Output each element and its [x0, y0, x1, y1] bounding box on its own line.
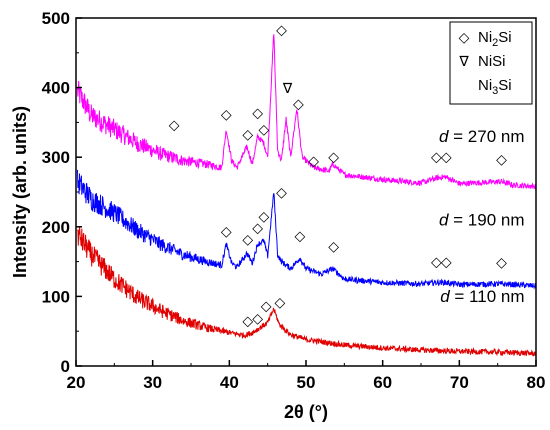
peak-marker: ◇	[293, 96, 304, 112]
legend-entry: Ni3Si	[478, 77, 512, 97]
peak-marker: ◇	[308, 154, 319, 170]
peak-marker: ◇	[252, 311, 263, 327]
series-line-1	[77, 34, 537, 190]
peak-marker: ◇	[252, 220, 263, 236]
peak-marker: ◇	[328, 149, 339, 165]
peak-marker: ∇	[282, 81, 293, 97]
legend: ◇ Ni2Si ∇ NiSi Ni3Si	[449, 21, 533, 105]
series-line-3	[77, 227, 537, 357]
x-tick-label: 50	[297, 373, 316, 392]
marker-layer: ◇◇◇◇◇◇∇◇◇ ◇ ◇ ◇ ◇◇◇◇◇◇◇◇◇ ◇ ◇◇ ◇◇ ◇	[169, 23, 507, 330]
legend-symbol: ∇	[458, 54, 469, 70]
peak-marker: ◇	[496, 255, 507, 271]
y-tick-label: 400	[42, 79, 70, 98]
x-tick-label: 80	[527, 373, 546, 392]
legend-entry: Ni2Si	[478, 29, 512, 49]
legend-symbol: ◇	[459, 30, 470, 46]
y-tick-label: 300	[42, 148, 70, 167]
series-layer	[77, 34, 537, 357]
y-axis-title: Intensity (arb. units)	[10, 106, 30, 278]
x-tick-label: 20	[67, 373, 86, 392]
series-label-layer: d = 270 nm d = 190 nm d = 110 nm	[439, 127, 525, 306]
peak-marker: ◇	[242, 127, 253, 143]
peak-marker: ◇	[328, 239, 339, 255]
legend-entry: NiSi	[478, 53, 506, 70]
peak-marker: ◇	[221, 107, 232, 123]
y-tick-label: 0	[61, 357, 70, 376]
peak-marker: ◇	[169, 117, 180, 133]
x-tick-label: 70	[450, 373, 469, 392]
peak-marker: ◇	[431, 254, 442, 270]
peak-marker: ◇	[441, 149, 452, 165]
series-label: d = 110 nm	[440, 287, 524, 306]
x-tick-label: 40	[220, 373, 239, 392]
peak-marker: ◇	[276, 185, 287, 201]
peak-marker: ◇	[252, 106, 263, 122]
peak-marker: ◇	[242, 232, 253, 248]
peak-marker: ◇	[221, 224, 232, 240]
series-label: d = 190 nm	[439, 210, 525, 229]
peak-marker: ◇	[258, 209, 269, 225]
peak-marker: ◇	[258, 122, 269, 138]
series-line-2	[77, 169, 537, 290]
x-axis-ticks: 20 30 40 50 60 70 80	[67, 360, 546, 392]
y-tick-label: 200	[42, 218, 70, 237]
peak-marker: ◇	[275, 295, 286, 311]
y-tick-label: 100	[42, 287, 70, 306]
x-tick-label: 60	[373, 373, 392, 392]
x-axis-title: 2θ (°)	[284, 402, 328, 422]
x-tick-label: 30	[143, 373, 162, 392]
peak-marker: ◇	[431, 149, 442, 165]
peak-marker: ◇	[276, 23, 287, 39]
y-tick-label: 500	[42, 9, 70, 28]
peak-marker: ◇	[261, 298, 272, 314]
peak-marker: ◇	[441, 254, 452, 270]
peak-marker: ◇	[496, 152, 507, 168]
peak-marker: ◇	[294, 229, 305, 245]
y-axis-ticks: 0 100 200 300 400 500	[42, 9, 82, 376]
series-label: d = 270 nm	[439, 127, 525, 146]
legend-box	[449, 21, 533, 105]
peak-marker: ◇	[242, 314, 253, 330]
